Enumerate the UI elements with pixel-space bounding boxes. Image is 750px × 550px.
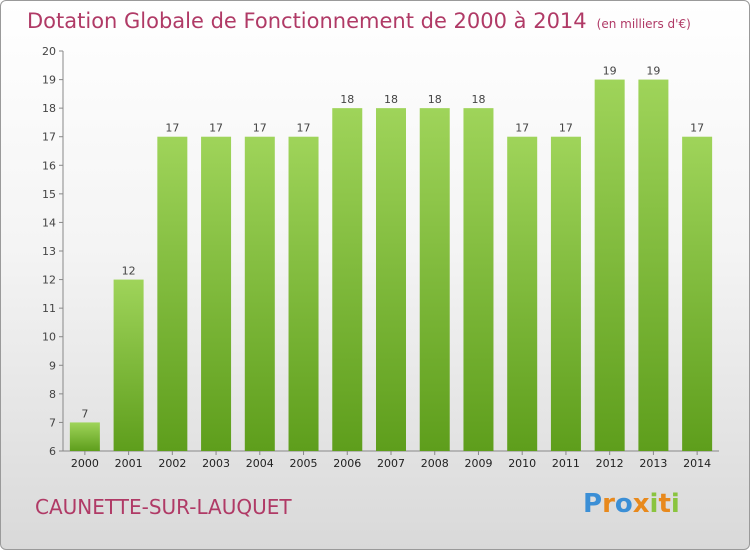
bar bbox=[157, 136, 188, 451]
y-tick-label: 6 bbox=[49, 445, 56, 458]
logo-letter: P bbox=[583, 489, 603, 519]
x-tick-label: 2011 bbox=[552, 457, 580, 470]
bar bbox=[376, 108, 406, 452]
bar bbox=[463, 108, 494, 452]
bar bbox=[201, 136, 232, 451]
x-tick-label: 2005 bbox=[290, 457, 318, 470]
x-tick-label: 2012 bbox=[596, 457, 624, 470]
bar-value-label: 17 bbox=[209, 122, 223, 135]
logo-letter: o bbox=[614, 489, 633, 519]
proxiti-logo: Proxiti bbox=[583, 489, 680, 519]
x-tick-label: 2004 bbox=[246, 457, 274, 470]
bar-value-label: 19 bbox=[646, 65, 660, 78]
chart-title: Dotation Globale de Fonctionnement de 20… bbox=[27, 9, 691, 33]
y-tick-label: 11 bbox=[42, 302, 56, 315]
bar-value-label: 18 bbox=[340, 93, 354, 106]
bar-value-label: 12 bbox=[122, 265, 136, 278]
chart-title-text: Dotation Globale de Fonctionnement de 20… bbox=[27, 9, 587, 33]
y-tick-label: 19 bbox=[42, 74, 56, 87]
bar bbox=[550, 136, 581, 451]
y-tick-label: 17 bbox=[42, 131, 56, 144]
y-tick-label: 14 bbox=[42, 216, 56, 229]
x-tick-label: 2002 bbox=[158, 457, 186, 470]
y-tick-label: 9 bbox=[49, 359, 56, 372]
bar bbox=[594, 79, 625, 452]
bar-value-label: 17 bbox=[253, 122, 267, 135]
bar bbox=[113, 279, 144, 451]
x-tick-label: 2013 bbox=[639, 457, 667, 470]
y-tick-label: 18 bbox=[42, 102, 56, 115]
y-tick-label: 7 bbox=[49, 416, 56, 429]
x-tick-label: 2006 bbox=[333, 457, 361, 470]
logo-letter: t bbox=[658, 489, 671, 519]
bar-value-label: 17 bbox=[690, 122, 704, 135]
y-tick-label: 12 bbox=[42, 274, 56, 287]
x-tick-label: 2001 bbox=[115, 457, 143, 470]
y-tick-label: 16 bbox=[42, 159, 56, 172]
bar bbox=[69, 422, 100, 451]
bar-value-label: 17 bbox=[297, 122, 311, 135]
x-tick-label: 2010 bbox=[508, 457, 536, 470]
y-tick-label: 10 bbox=[42, 331, 56, 344]
bar bbox=[288, 136, 319, 451]
bar-value-label: 19 bbox=[603, 65, 617, 78]
bar-value-label: 17 bbox=[559, 122, 573, 135]
logo-letter: i bbox=[670, 489, 680, 519]
bar bbox=[419, 108, 450, 452]
bar bbox=[507, 136, 538, 451]
y-tick-label: 13 bbox=[42, 245, 56, 258]
x-tick-label: 2007 bbox=[377, 457, 405, 470]
bar-value-label: 7 bbox=[81, 407, 88, 420]
bar bbox=[244, 136, 275, 451]
x-tick-label: 2008 bbox=[421, 457, 449, 470]
bar-value-label: 18 bbox=[428, 93, 442, 106]
x-tick-label: 2009 bbox=[464, 457, 492, 470]
bar bbox=[332, 108, 363, 452]
y-tick-label: 20 bbox=[42, 45, 56, 58]
bar bbox=[638, 79, 669, 452]
bar-value-label: 17 bbox=[165, 122, 179, 135]
x-tick-label: 2014 bbox=[683, 457, 711, 470]
bar-value-label: 18 bbox=[384, 93, 398, 106]
chart-units: (en milliers d'€) bbox=[596, 17, 691, 31]
town-name: CAUNETTE-SUR-LAUQUET bbox=[35, 495, 292, 519]
logo-letter: r bbox=[602, 489, 615, 519]
y-tick-label: 8 bbox=[49, 388, 56, 401]
x-tick-label: 2003 bbox=[202, 457, 230, 470]
bar-value-label: 17 bbox=[515, 122, 529, 135]
x-tick-label: 2000 bbox=[71, 457, 99, 470]
logo-letter: x bbox=[632, 489, 650, 519]
logo-letter: i bbox=[649, 489, 659, 519]
bar bbox=[682, 136, 713, 451]
y-tick-label: 15 bbox=[42, 188, 56, 201]
bar-value-label: 18 bbox=[471, 93, 485, 106]
